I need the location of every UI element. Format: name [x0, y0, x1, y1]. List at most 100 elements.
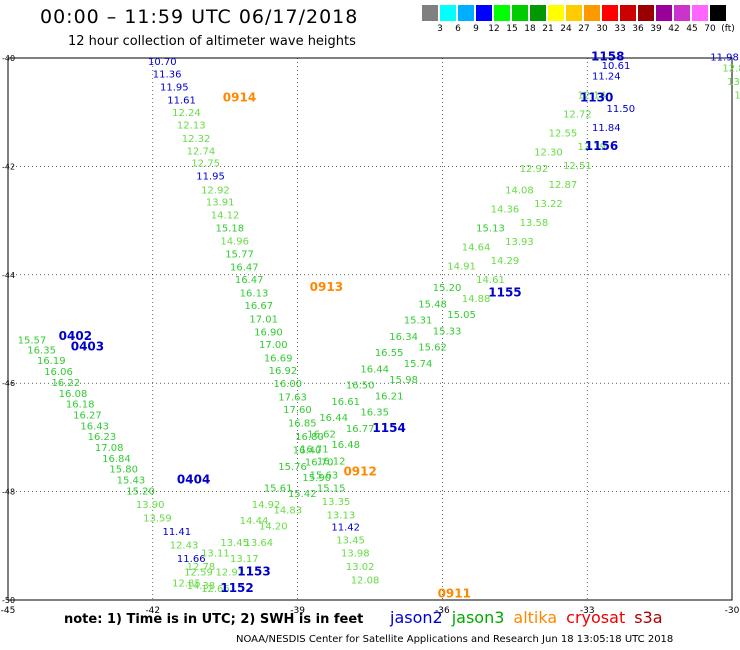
swh-value: 16.44 [360, 364, 389, 375]
swh-value: 16.71 [300, 445, 329, 456]
swh-value: 16.90 [254, 328, 283, 339]
swh-value: 13.11 [201, 549, 230, 560]
swh-value: 14.92 [252, 500, 281, 511]
swh-value: 15.20 [433, 283, 462, 294]
legend-swatch [422, 5, 438, 21]
swh-value: 12.08 [351, 576, 380, 587]
swh-value: 13.64 [245, 538, 274, 549]
swh-value: 14.08 [505, 186, 534, 197]
legend-swatch [692, 5, 708, 21]
pass-label: 0911 [438, 586, 471, 600]
swh-value: 16.85 [288, 419, 317, 430]
swh-value: 11.41 [162, 527, 191, 538]
pass-label: 0913 [310, 280, 343, 294]
swh-value: 11.84 [592, 123, 621, 134]
swh-value: 15.42 [288, 489, 317, 500]
swh-value: 15.62 [418, 343, 447, 354]
swh-value: 14 [734, 91, 740, 102]
chart-title: 00:00 – 11:59 UTC 06/17/2018 [40, 6, 359, 28]
swh-value: 10.61 [602, 61, 631, 72]
swh-value: 16.61 [331, 397, 360, 408]
swh-value: 13.22 [534, 199, 563, 210]
legend-label: 33 [614, 24, 626, 34]
legend-label: 45 [686, 24, 698, 34]
swh-value: 15.05 [447, 310, 476, 321]
swh-value: 16.22 [51, 378, 80, 389]
legend-swatch [494, 5, 510, 21]
pass-label: 0402 [59, 329, 92, 343]
swh-value: 13.45 [336, 536, 365, 547]
swh-value: 16.69 [264, 354, 293, 365]
swh-value: 14.20 [259, 522, 288, 533]
legend-label: 27 [578, 24, 590, 34]
swh-value: 12.75 [191, 158, 220, 169]
swh-value: 16.12 [317, 457, 346, 468]
legend-label: 30 [596, 24, 608, 34]
swh-value: 16.18 [66, 400, 95, 411]
swh-value: 16.43 [80, 421, 109, 432]
legend-swatch [710, 5, 726, 21]
swh-value: 15.57 [18, 336, 47, 347]
pass-label: 1156 [585, 139, 618, 153]
swh-value: 16.47 [235, 275, 264, 286]
swh-value: 16.80 [295, 432, 324, 443]
swh-value: 14.44 [240, 516, 269, 527]
satellite-jason2: jason2 [390, 608, 443, 627]
swh-value: 11.95 [160, 83, 189, 94]
swh-value: 17.00 [259, 340, 288, 351]
swh-value: 16.62 [307, 429, 336, 440]
x-tick-label: -39 [290, 606, 305, 616]
swh-value: 15.77 [225, 249, 254, 260]
swh-value: 13.59 [143, 513, 172, 524]
chart-subtitle: 12 hour collection of altimeter wave hei… [68, 34, 356, 49]
swh-value: 17.60 [283, 405, 312, 416]
swh-value: 16.40 [293, 446, 322, 457]
swh-value: 10.70 [148, 57, 177, 68]
swh-value: 12.66 [201, 584, 230, 595]
swh-value: 12.19 [578, 142, 607, 153]
swh-value: 16.44 [319, 413, 348, 424]
plot-frame [7, 57, 733, 601]
swh-value: 15.33 [433, 326, 462, 337]
swh-value: 16.34 [389, 332, 418, 343]
x-tick-label: -33 [580, 606, 595, 616]
swh-value: 16.48 [331, 440, 360, 451]
swh-value: 15.31 [404, 316, 433, 327]
legend-label: 6 [455, 24, 461, 34]
swh-value: 12.92 [216, 568, 245, 579]
swh-value: 15.74 [404, 359, 433, 370]
swh-value: 17.01 [249, 314, 278, 325]
swh-value: 16.27 [73, 410, 102, 421]
swh-value: 12.14 [578, 91, 607, 102]
swh-value: 12.59 [184, 568, 213, 579]
pass-label: 1158 [591, 50, 624, 64]
legend-swatch [530, 5, 546, 21]
swh-value: 11.36 [153, 70, 182, 81]
swh-value: 14.61 [476, 275, 505, 286]
legend-label: 15 [506, 24, 518, 34]
satellite-cryosat: cryosat [566, 608, 626, 627]
legend-swatch [602, 5, 618, 21]
swh-value: 15.61 [264, 484, 293, 495]
swh-value: 12.43 [170, 541, 199, 552]
swh-value: 11.95 [196, 171, 225, 182]
swh-value: 14.36 [491, 204, 520, 215]
swh-value: 15.98 [389, 375, 418, 386]
swh-value: 13.90 [136, 500, 165, 511]
x-tick-label: -45 [1, 606, 16, 616]
swh-value: 11.98 [710, 53, 739, 64]
swh-value: 16.23 [88, 432, 117, 443]
swh-value: 16.35 [27, 345, 56, 356]
legend-label: 21 [542, 24, 554, 34]
swh-value: 13.02 [346, 562, 375, 573]
y-tick-label: -40 [2, 54, 15, 63]
legend-swatch [620, 5, 636, 21]
credit-line: NOAA/NESDIS Center for Satellite Applica… [236, 634, 674, 645]
pass-label: 0912 [343, 464, 376, 478]
swh-value: 11.66 [177, 554, 206, 565]
legend-swatch [548, 5, 564, 21]
legend-swatch [512, 5, 528, 21]
swh-value: 15.20 [126, 486, 155, 497]
swh-value: 16.21 [375, 391, 404, 402]
x-tick-label: -30 [725, 606, 740, 616]
